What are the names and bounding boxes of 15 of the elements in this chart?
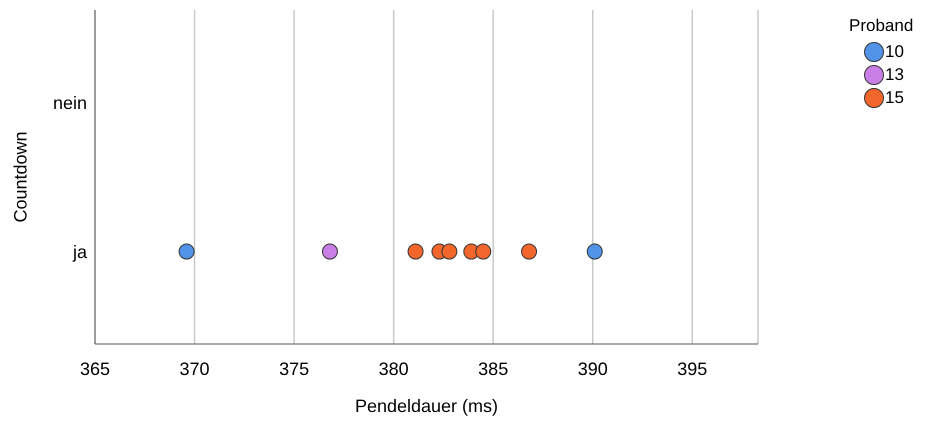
legend-title: Proband [849, 16, 914, 36]
x-tick-label: 395 [677, 358, 708, 379]
y-tick-label: ja [72, 242, 88, 262]
x-tick-label: 365 [80, 358, 110, 379]
y-tick-label: nein [52, 92, 87, 113]
y-axis-title: Countdown [10, 131, 30, 223]
x-tick-label: 380 [378, 358, 409, 379]
x-tick-label: 370 [180, 358, 210, 379]
legend-label: 15 [885, 88, 904, 108]
x-axis-title: Pendeldauer (ms) [354, 396, 498, 416]
x-tick-label: 385 [478, 358, 508, 379]
x-tick-label: 390 [578, 358, 608, 379]
legend-label: 10 [885, 42, 904, 62]
x-tick-label: 375 [279, 358, 310, 379]
legend-label: 13 [885, 64, 904, 84]
